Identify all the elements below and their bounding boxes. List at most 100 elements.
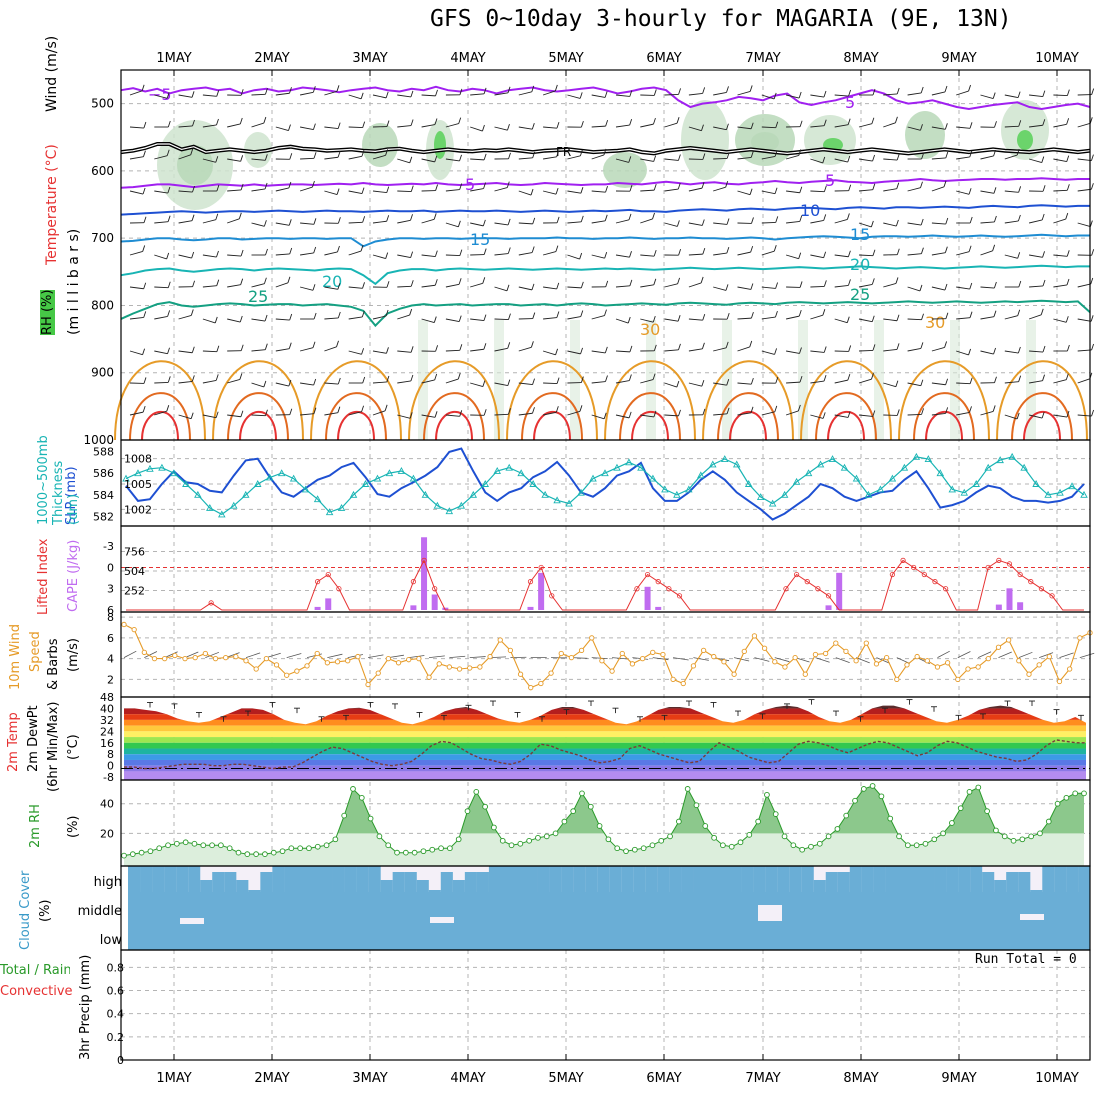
thickness-point: [325, 508, 334, 516]
li-point: [634, 586, 640, 592]
wind-barb-flag: [726, 123, 729, 130]
wind-barb: [299, 186, 313, 192]
wind-barb-flag: [920, 342, 924, 349]
temp-contour-30: [408, 360, 500, 441]
rh-point: [226, 845, 233, 852]
cloud-high-bar: [693, 866, 706, 892]
wind-barb: [397, 219, 411, 224]
wind-barb: [931, 222, 946, 225]
cloud-high-bar: [825, 872, 838, 892]
wind-barb-flag: [410, 346, 414, 353]
wind-barb-flag: [749, 340, 753, 348]
rh-tick-label: 40: [100, 798, 114, 811]
wind-barb-flag: [969, 406, 972, 413]
wind10-point: [639, 655, 646, 662]
wind-barb-flag: [532, 217, 536, 225]
wind-barb: [543, 411, 557, 416]
wind-barb: [494, 253, 509, 256]
wind-barb: [1028, 219, 1043, 224]
slp-tick-label: 1005: [124, 478, 152, 491]
wind-barb-flag: [604, 214, 608, 221]
rh-tick-label: 20: [100, 827, 114, 840]
rh-point: [737, 839, 744, 846]
wind10-point: [873, 661, 880, 667]
wind-barb: [300, 157, 315, 160]
temp-contour-40: [141, 410, 179, 441]
wind-tick-label: 4: [107, 653, 114, 666]
cloud-high-bar: [549, 866, 562, 892]
cloud-high-bar: [885, 866, 898, 892]
cloud-high-bar: [597, 866, 610, 892]
thickness-point: [864, 490, 873, 498]
wind-barb: [761, 286, 776, 289]
wind-barb: [1004, 125, 1019, 128]
rh-point: [499, 837, 506, 844]
rh-point: [852, 797, 858, 804]
cloud-high-bar: [428, 890, 441, 892]
wind-barb: [129, 90, 143, 96]
wind-barb: [785, 155, 799, 160]
wind10-barb: [815, 657, 830, 663]
wind-barb: [1004, 190, 1019, 193]
temp-contour: [120, 233, 1090, 248]
wind-barb-flag: [362, 376, 366, 384]
rh-point: [799, 846, 806, 853]
wind-barb: [640, 379, 654, 384]
wind-barb: [1004, 220, 1019, 224]
wind-barb-flag: [1042, 345, 1046, 353]
cloud-high-bar: [717, 866, 730, 892]
rh2-label: 2m RH: [28, 804, 43, 848]
wind-barb: [129, 126, 144, 129]
wind-barb: [445, 318, 460, 323]
wind-barb: [300, 252, 314, 256]
wind-barb-flag: [1042, 279, 1046, 287]
wind-barb-flag: [726, 218, 730, 225]
thickness-point: [277, 469, 286, 477]
thickness-point: [397, 467, 406, 474]
wind-barb-flag: [676, 380, 680, 388]
wind-barb: [251, 349, 266, 352]
wind-barb-flag: [969, 377, 973, 384]
wind-barb-flag: [434, 155, 438, 163]
wind-barb-flag: [944, 85, 948, 93]
cloud-low-mid: [128, 892, 1090, 950]
wind-barb: [786, 381, 801, 384]
wind-barb-flag: [848, 89, 852, 97]
wind-barb: [664, 349, 679, 352]
thickness-point: [241, 490, 250, 498]
wind-barb-flag: [605, 280, 609, 287]
precip-conv-label: Convective: [0, 984, 73, 999]
wind10-point: [721, 659, 727, 665]
wind-barb: [154, 286, 169, 289]
temp-contour-30: [114, 360, 206, 441]
rh-point: [878, 793, 885, 800]
wind-barb-flag: [676, 117, 680, 124]
wind-barb-flag: [945, 151, 949, 159]
wind-barb-flag: [823, 119, 827, 126]
wind-barb-flag: [943, 180, 947, 187]
wind-barb: [397, 285, 412, 288]
wind10-barb: [652, 657, 669, 661]
temp-contour-35: [521, 392, 583, 441]
wind-barb: [445, 189, 460, 192]
wind-barb: [931, 157, 946, 160]
wind-barb: [688, 126, 702, 132]
cape-bar: [538, 572, 545, 610]
wind-barb: [640, 158, 654, 162]
wind-barb-flag: [1042, 119, 1046, 126]
wind-barb-flag: [799, 215, 803, 222]
wind-barb-flag: [264, 314, 268, 322]
wind-barb-flag: [409, 412, 413, 419]
wind10-point: [1056, 678, 1063, 685]
cloud-high-bar: [452, 880, 465, 892]
rh-point: [887, 815, 894, 822]
cloud-high-bar: [404, 872, 417, 892]
wind10-point: [985, 655, 991, 662]
wind-barb-flag: [749, 85, 753, 92]
wind-barb-flag: [945, 407, 949, 414]
wind-barb-flag: [605, 375, 608, 382]
wind-barb: [1029, 350, 1044, 353]
wind-barb-flag: [872, 154, 876, 162]
wind-barb-flag: [263, 277, 267, 284]
wind-barb-flag: [1066, 410, 1070, 418]
